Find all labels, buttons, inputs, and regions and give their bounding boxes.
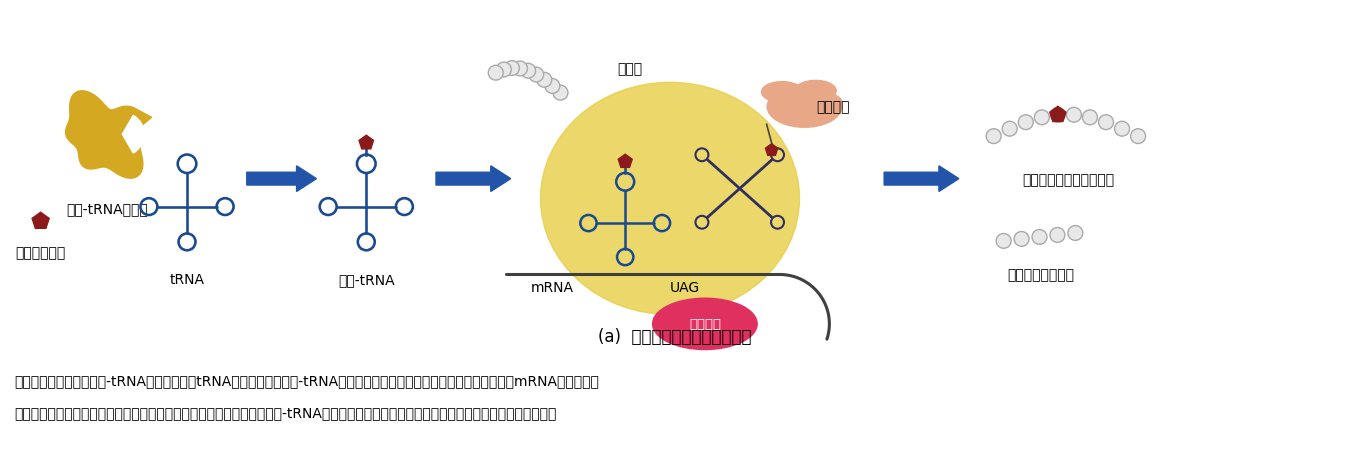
Text: （非天然氨基酸通过氨酰-tRNA合成酶连接至tRNA上，激活后的氨酰-tRNA被延伸因子带到核糖体，其反密码子与核糖体上mRNA的指定密码: （非天然氨基酸通过氨酰-tRNA合成酶连接至tRNA上，激活后的氨酰-tRNA被… (15, 374, 599, 388)
Circle shape (1068, 226, 1083, 241)
Text: 含非天然氨基酸的多肽链: 含非天然氨基酸的多肽链 (1022, 172, 1115, 186)
Text: 非天然氨基酸: 非天然氨基酸 (15, 245, 66, 259)
Ellipse shape (811, 95, 842, 112)
Circle shape (554, 86, 568, 101)
Circle shape (1050, 228, 1065, 243)
Text: mRNA: mRNA (531, 281, 574, 295)
Ellipse shape (795, 81, 836, 102)
Circle shape (521, 64, 536, 79)
Polygon shape (66, 92, 151, 179)
Circle shape (1083, 111, 1098, 125)
Circle shape (513, 62, 528, 77)
Text: 释放因子: 释放因子 (688, 318, 721, 331)
Circle shape (537, 73, 552, 88)
Polygon shape (618, 155, 632, 168)
Circle shape (545, 79, 560, 94)
Circle shape (505, 62, 520, 76)
FancyArrow shape (247, 166, 316, 192)
Polygon shape (765, 144, 778, 156)
Circle shape (1050, 108, 1065, 123)
Circle shape (489, 66, 504, 81)
Circle shape (987, 130, 1002, 144)
Circle shape (1002, 122, 1017, 137)
Ellipse shape (540, 83, 799, 315)
FancyArrow shape (436, 166, 510, 192)
Ellipse shape (652, 299, 757, 350)
Circle shape (1115, 122, 1130, 137)
Polygon shape (32, 213, 49, 229)
Circle shape (1031, 230, 1048, 245)
FancyArrow shape (884, 166, 958, 192)
Text: 提前终止的多肽链: 提前终止的多肽链 (1007, 268, 1075, 282)
Circle shape (996, 234, 1011, 249)
Circle shape (1130, 130, 1146, 144)
Text: (a)  基因密码子拓展技术示意图: (a) 基因密码子拓展技术示意图 (598, 327, 752, 345)
Circle shape (529, 68, 544, 83)
Circle shape (1099, 115, 1114, 130)
Polygon shape (1050, 107, 1066, 122)
Ellipse shape (786, 86, 815, 104)
Text: 子配对，最终翻译获得含有非天然氨基酸的多肽链。因释放因子与该氨酰-tRNA的竞争会导致翻译提前终止，产物中也包括提前终止的多肽链）: 子配对，最终翻译获得含有非天然氨基酸的多肽链。因释放因子与该氨酰-tRNA的竞争… (15, 405, 558, 419)
Circle shape (1066, 108, 1081, 123)
Text: 氨酰-tRNA: 氨酰-tRNA (338, 273, 394, 287)
Ellipse shape (767, 87, 842, 128)
Text: tRNA: tRNA (170, 273, 204, 287)
Circle shape (497, 63, 512, 78)
Text: 核糖体: 核糖体 (617, 62, 643, 76)
Text: 延伸因子: 延伸因子 (817, 100, 850, 114)
Text: UAG: UAG (670, 281, 701, 295)
Polygon shape (359, 136, 374, 150)
Circle shape (1018, 115, 1033, 130)
Circle shape (1034, 111, 1049, 125)
Ellipse shape (761, 82, 803, 103)
Wedge shape (123, 116, 144, 154)
Text: 氨酰-tRNA合成酶: 氨酰-tRNA合成酶 (66, 202, 148, 216)
Circle shape (1014, 232, 1029, 247)
